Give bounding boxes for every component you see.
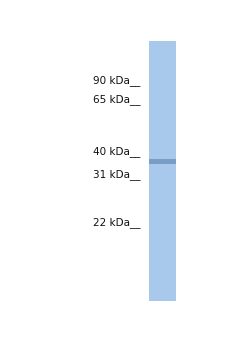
Text: 40 kDa__: 40 kDa__ (93, 146, 141, 156)
Bar (149, 41, 176, 301)
Text: 90 kDa__: 90 kDa__ (93, 75, 141, 86)
Text: 22 kDa__: 22 kDa__ (93, 217, 141, 228)
Text: 65 kDa__: 65 kDa__ (93, 94, 141, 104)
Text: 31 kDa__: 31 kDa__ (93, 169, 141, 180)
Bar (149, 159, 176, 164)
